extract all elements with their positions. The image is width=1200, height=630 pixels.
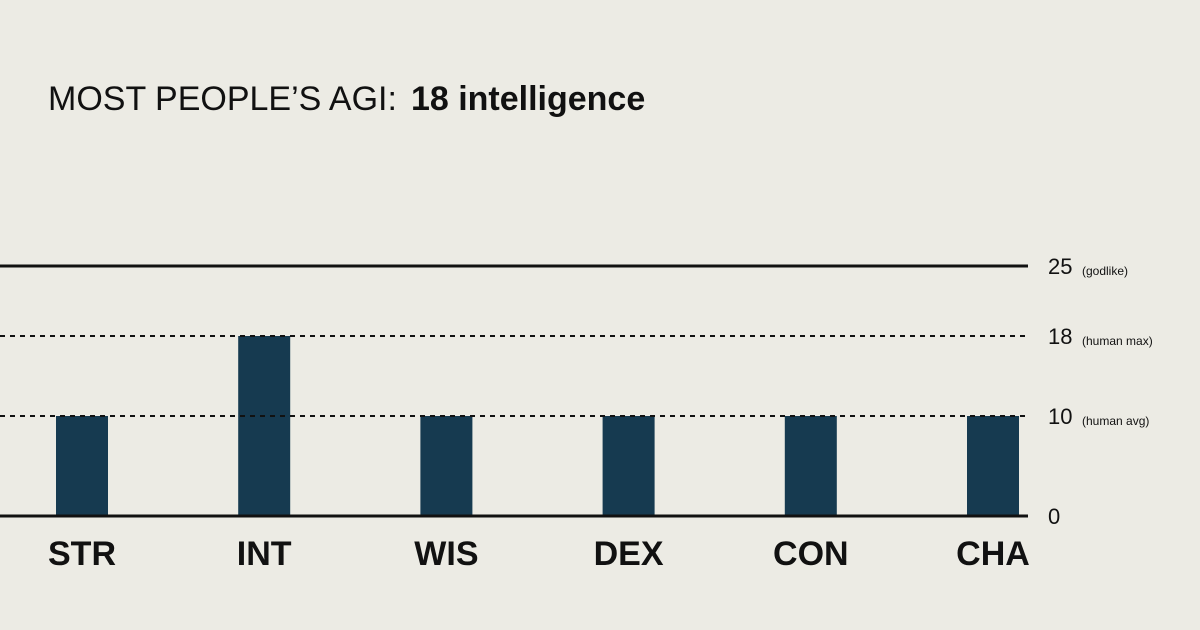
y-tick-label: 18 xyxy=(1048,324,1072,349)
x-tick-label: DEX xyxy=(594,535,664,573)
y-tick-label: 25 xyxy=(1048,254,1072,279)
y-tick-label: 0 xyxy=(1048,504,1060,529)
title-text: MOST PEOPLE’S AGI: xyxy=(48,80,397,118)
annotation: (human max) xyxy=(1082,334,1153,348)
bar xyxy=(967,416,1019,516)
chart-title: MOST PEOPLE’S AGI: 18 intelligence xyxy=(48,80,645,118)
bar xyxy=(238,336,291,516)
x-tick-label: WIS xyxy=(414,535,478,573)
bar xyxy=(56,416,108,516)
annotation: (godlike) xyxy=(1082,264,1128,278)
bar xyxy=(784,416,837,516)
x-tick-label: STR xyxy=(48,535,116,573)
x-tick-label: CHA xyxy=(956,535,1030,573)
x-tick-label: CON xyxy=(773,535,849,573)
bar xyxy=(420,416,473,516)
title-emphasis: 18 intelligence xyxy=(411,80,645,118)
bar xyxy=(602,416,655,516)
y-tick-label: 10 xyxy=(1048,404,1072,429)
annotation: (human avg) xyxy=(1082,414,1149,428)
x-tick-label: INT xyxy=(237,535,292,573)
